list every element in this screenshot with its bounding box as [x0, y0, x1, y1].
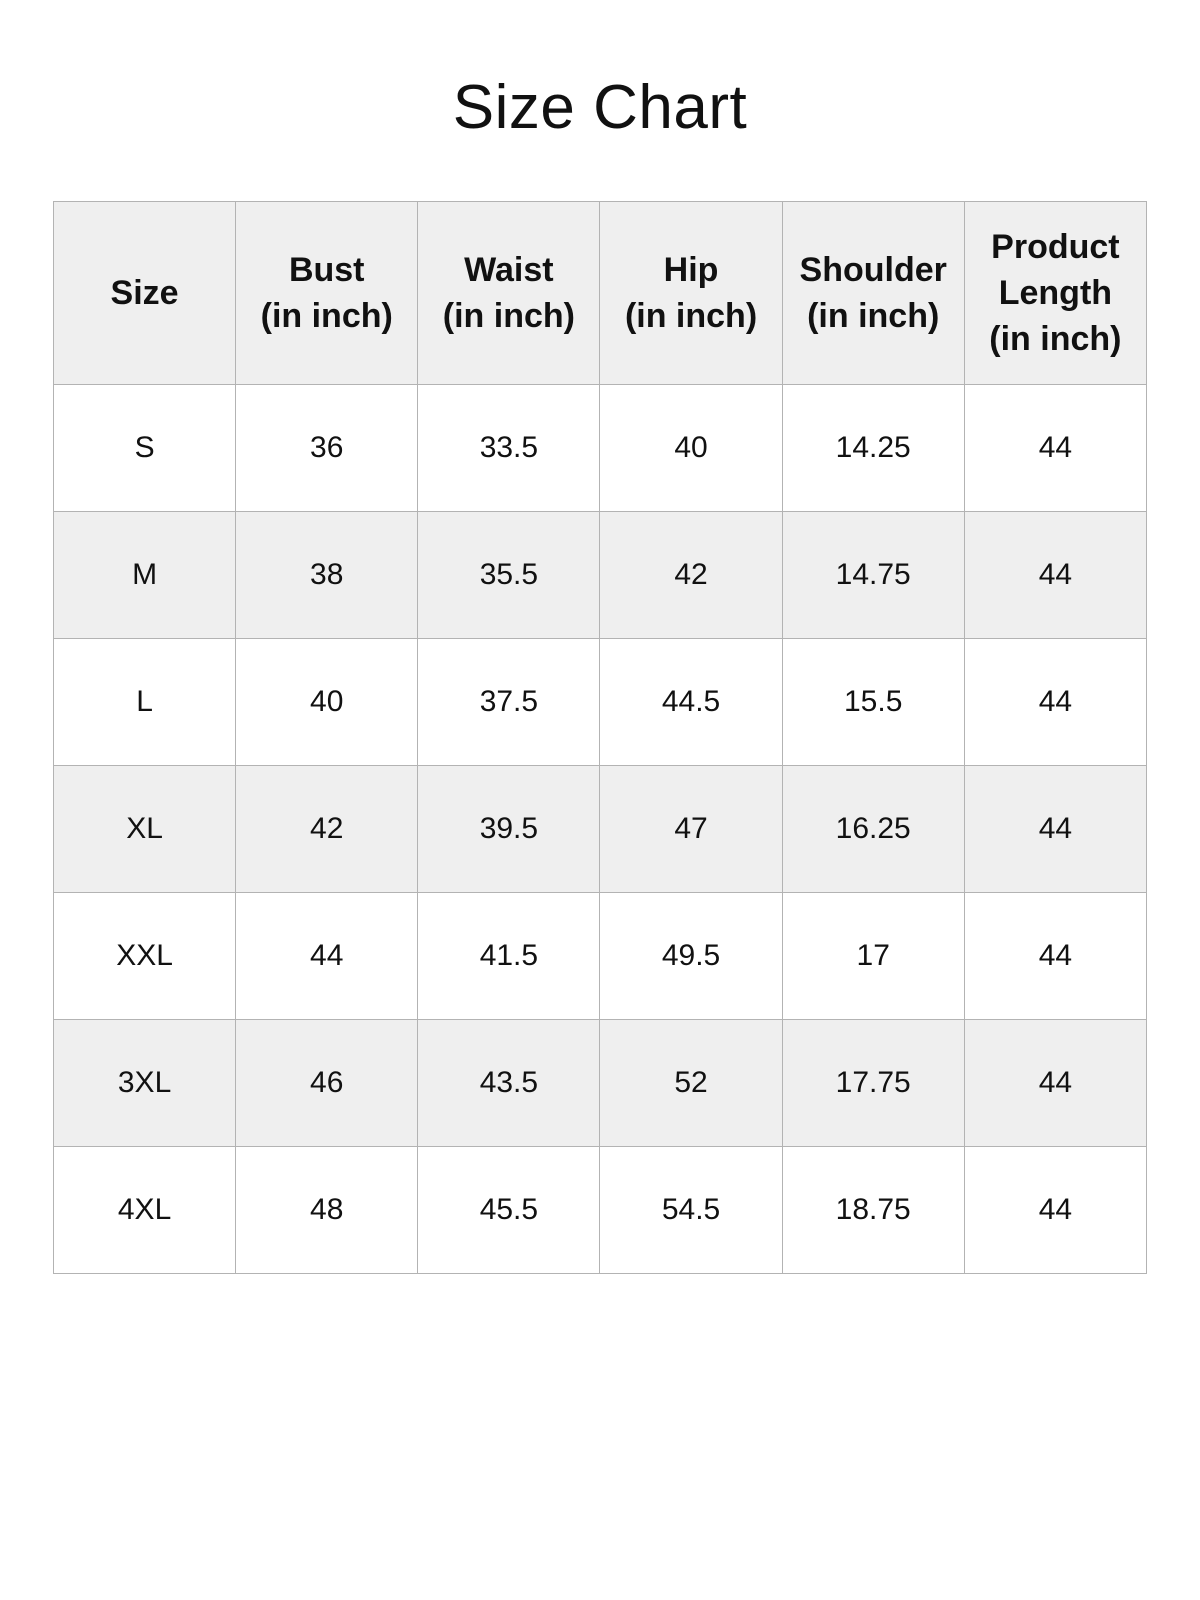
table-row: 4XL 48 45.5 54.5 18.75 44 — [52, 1146, 1148, 1274]
table-row: L 40 37.5 44.5 15.5 44 — [52, 638, 1148, 766]
column-header-text: (in inch) — [807, 297, 940, 335]
column-header-text: Hip — [663, 251, 719, 289]
measurement-cell: 35.5 — [417, 511, 601, 639]
column-header-text: Product — [991, 228, 1120, 266]
column-header-text: (in inch) — [624, 297, 758, 335]
measurement-cell: 14.75 — [781, 511, 965, 639]
measurement-cell: 44 — [963, 384, 1148, 512]
measurement-cell: 18.75 — [781, 1146, 965, 1274]
measurement-cell: 15.5 — [781, 638, 965, 766]
table-row: XL 42 39.5 47 16.25 44 — [52, 765, 1148, 893]
column-header: Product Length (in inch) — [963, 201, 1148, 385]
column-header: Shoulder (in inch) — [781, 201, 965, 385]
measurement-cell: 40 — [599, 384, 783, 512]
measurement-cell: 16.25 — [781, 765, 965, 893]
measurement-cell: 42 — [599, 511, 783, 639]
measurement-cell: 48 — [235, 1146, 419, 1274]
measurement-cell: 44 — [963, 638, 1148, 766]
measurement-cell: 37.5 — [417, 638, 601, 766]
measurement-cell: 42 — [235, 765, 419, 893]
table-row: 3XL 46 43.5 52 17.75 44 — [52, 1019, 1148, 1147]
column-header: Bust (in inch) — [235, 201, 419, 385]
size-cell: S — [52, 384, 237, 512]
table-row: S 36 33.5 40 14.25 44 — [52, 384, 1148, 512]
header-row: Size Bust (in inch) Waist (in inch) Hip (in in… — [52, 201, 1148, 385]
size-cell: L — [52, 638, 237, 766]
measurement-cell: 36 — [235, 384, 419, 512]
measurement-cell: 43.5 — [417, 1019, 601, 1147]
column-header: Size — [52, 201, 237, 385]
column-header-text: Length — [998, 274, 1113, 312]
size-cell: 3XL — [52, 1019, 237, 1147]
measurement-cell: 40 — [235, 638, 419, 766]
column-header-text: (in inch) — [989, 320, 1122, 358]
page-title: Size Chart — [452, 73, 748, 142]
measurement-cell: 44 — [963, 1146, 1148, 1274]
measurement-cell: 44.5 — [599, 638, 783, 766]
size-chart-table: Size Bust (in inch) Waist (in inch) Hip (in in… — [52, 201, 1148, 1274]
column-header-text: Size — [110, 274, 179, 312]
measurement-cell: 41.5 — [417, 892, 601, 1020]
measurement-cell: 44 — [963, 1019, 1148, 1147]
measurement-cell: 44 — [963, 511, 1148, 639]
table-row: XXL 44 41.5 49.5 17 44 — [52, 892, 1148, 1020]
size-cell: XL — [52, 765, 237, 893]
column-header-text: Waist — [464, 251, 554, 289]
measurement-cell: 17.75 — [781, 1019, 965, 1147]
column-header-text: (in inch) — [260, 297, 393, 335]
measurement-cell: 49.5 — [599, 892, 783, 1020]
measurement-cell: 44 — [235, 892, 419, 1020]
measurement-cell: 17 — [781, 892, 965, 1020]
measurement-cell: 33.5 — [417, 384, 601, 512]
column-header: Waist (in inch) — [417, 201, 601, 385]
measurement-cell: 52 — [599, 1019, 783, 1147]
measurement-cell: 46 — [235, 1019, 419, 1147]
measurement-cell: 39.5 — [417, 765, 601, 893]
measurement-cell: 14.25 — [781, 384, 965, 512]
column-header-text: (in inch) — [442, 297, 575, 335]
size-cell: XXL — [52, 892, 237, 1020]
size-cell: M — [52, 511, 237, 639]
measurement-cell: 44 — [963, 765, 1148, 893]
measurement-cell: 54.5 — [599, 1146, 783, 1274]
measurement-cell: 45.5 — [417, 1146, 601, 1274]
measurement-cell: 47 — [599, 765, 783, 893]
measurement-cell: 44 — [963, 892, 1148, 1020]
size-cell: 4XL — [52, 1146, 237, 1274]
column-header-text: Bust — [288, 251, 365, 289]
column-header: Hip (in inch) — [599, 201, 783, 385]
measurement-cell: 38 — [235, 511, 419, 639]
table-row: M 38 35.5 42 14.75 44 — [52, 511, 1148, 639]
column-header-text: Shoulder — [799, 251, 947, 289]
